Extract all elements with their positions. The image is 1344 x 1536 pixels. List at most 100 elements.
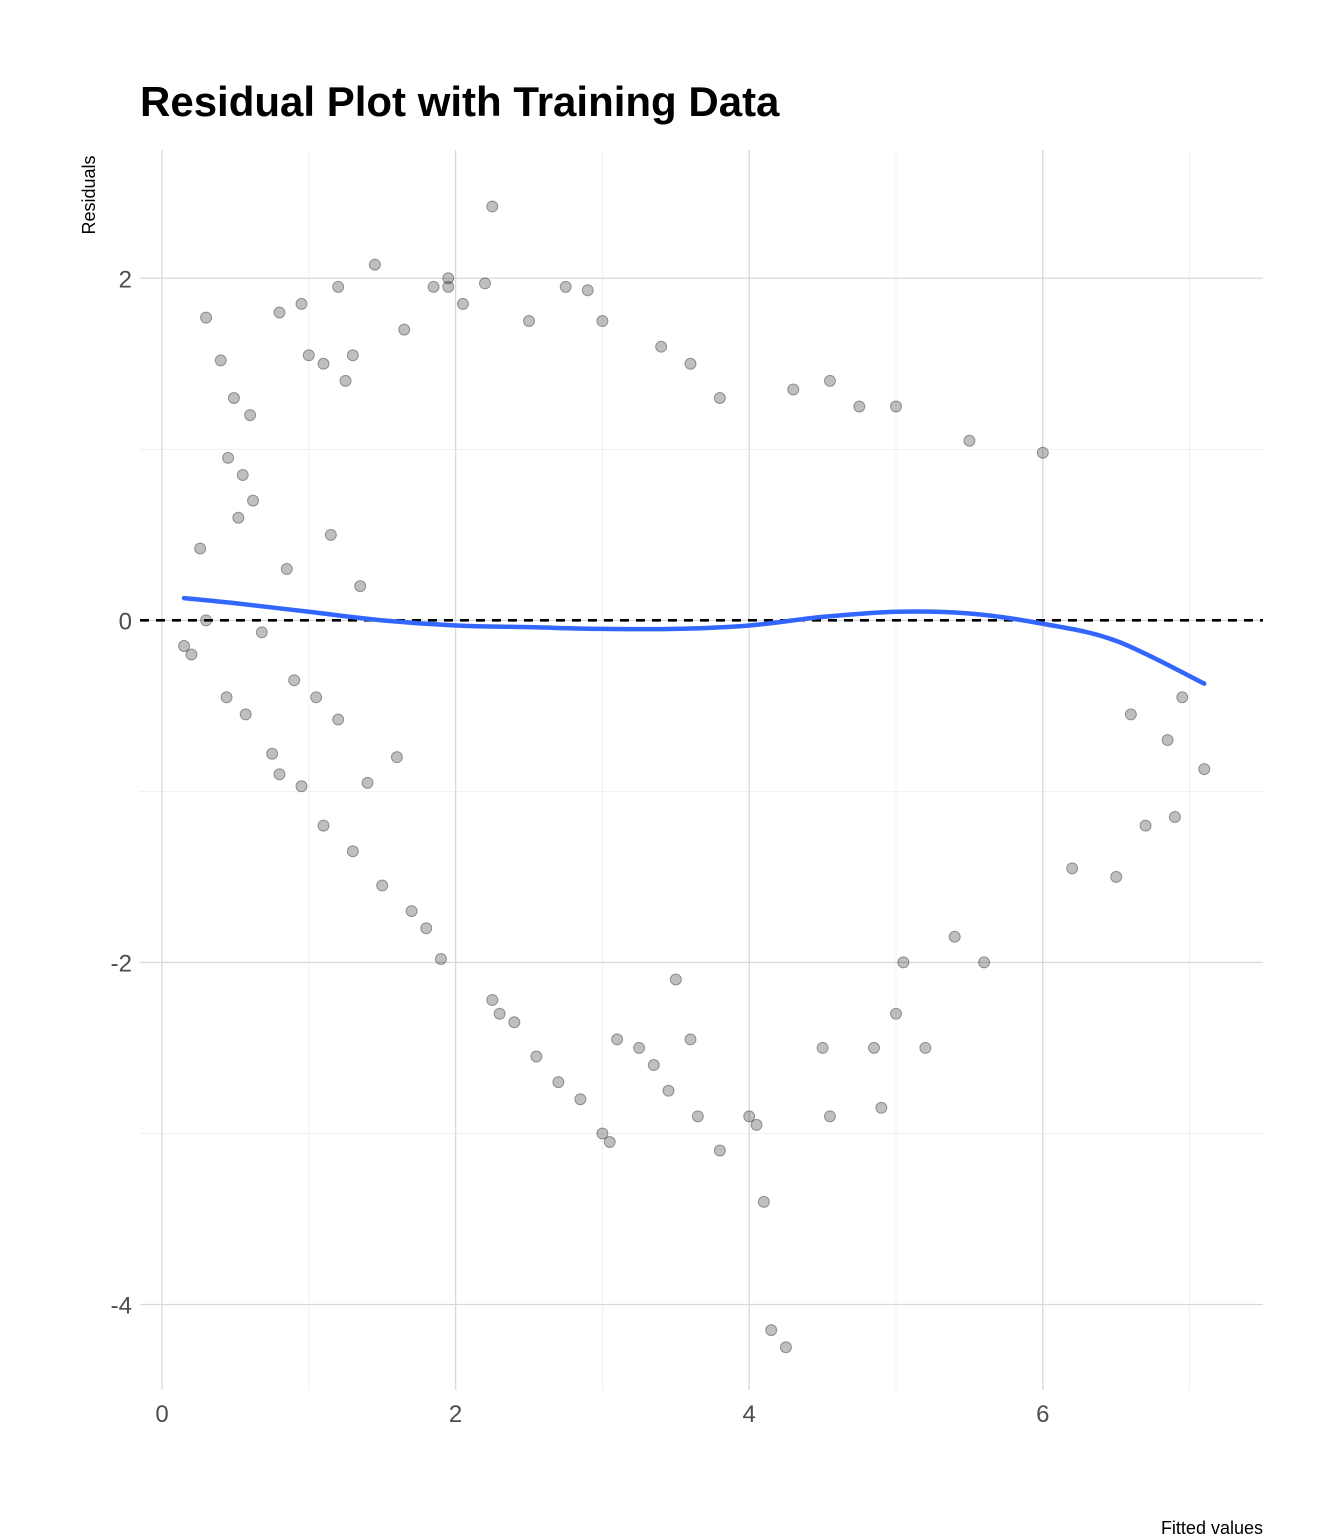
data-point <box>232 511 245 524</box>
data-point <box>765 1324 778 1337</box>
data-point <box>757 1195 770 1208</box>
data-point <box>633 1041 646 1054</box>
data-point <box>948 930 961 943</box>
data-point <box>361 776 374 789</box>
data-point <box>713 1144 726 1157</box>
data-point <box>244 409 257 422</box>
data-point <box>493 1007 506 1020</box>
data-point <box>266 747 279 760</box>
data-point <box>581 284 594 297</box>
data-point <box>486 994 499 1007</box>
x-tick-label: 0 <box>155 1401 168 1428</box>
data-point <box>897 956 910 969</box>
data-point <box>486 200 499 213</box>
data-point <box>442 280 455 293</box>
data-point <box>684 1033 697 1046</box>
data-point <box>376 879 389 892</box>
data-point <box>963 434 976 447</box>
data-point <box>332 713 345 726</box>
data-point <box>310 691 323 704</box>
data-point <box>611 1033 624 1046</box>
y-tick-label: 2 <box>119 266 132 293</box>
data-point <box>750 1118 763 1131</box>
data-point <box>1198 763 1211 776</box>
data-point <box>222 451 235 464</box>
data-point <box>1110 870 1123 883</box>
data-point <box>194 542 207 555</box>
data-point <box>214 354 227 367</box>
data-point <box>288 674 301 687</box>
data-point <box>691 1110 704 1123</box>
data-point <box>787 383 800 396</box>
tick-labels: 0 2 4 6 -4 -2 0 2 <box>111 266 1050 1428</box>
data-point <box>779 1341 792 1354</box>
data-point <box>427 280 440 293</box>
data-point <box>559 280 572 293</box>
data-point <box>420 922 433 935</box>
x-axis-title: Fitted values <box>1161 1518 1263 1536</box>
scatter-points <box>178 200 1211 1354</box>
x-tick-label: 4 <box>743 1401 756 1428</box>
data-point <box>1124 708 1137 721</box>
data-point <box>346 349 359 362</box>
data-point <box>596 1127 609 1140</box>
data-point <box>239 708 252 721</box>
data-point <box>273 768 286 781</box>
data-point <box>368 258 381 271</box>
data-point <box>823 1110 836 1123</box>
data-point <box>1139 819 1152 832</box>
data-point <box>875 1101 888 1114</box>
data-point <box>390 751 403 764</box>
data-point <box>1036 446 1049 459</box>
data-point <box>456 297 469 310</box>
data-point <box>978 956 991 969</box>
data-point <box>332 280 345 293</box>
data-point <box>823 374 836 387</box>
data-point <box>530 1050 543 1063</box>
data-point <box>596 315 609 328</box>
y-axis-title: Residuals <box>79 155 99 234</box>
data-point <box>919 1041 932 1054</box>
data-point <box>317 357 330 370</box>
data-point <box>178 640 191 652</box>
data-point <box>890 400 903 413</box>
data-point <box>552 1076 565 1089</box>
smooth-fit-line <box>181 595 1207 686</box>
data-point <box>523 315 536 328</box>
data-point <box>574 1093 587 1106</box>
data-point <box>354 580 367 593</box>
data-point <box>317 819 330 832</box>
data-point <box>890 1007 903 1020</box>
data-point <box>816 1041 829 1054</box>
data-point <box>200 311 213 324</box>
data-point <box>867 1041 880 1054</box>
data-point <box>713 392 726 404</box>
data-point <box>442 272 455 285</box>
data-point <box>185 648 198 661</box>
data-point <box>1161 734 1174 747</box>
data-point <box>247 494 260 507</box>
x-tick-label: 2 <box>449 1401 462 1428</box>
data-point <box>295 780 308 793</box>
data-point <box>405 905 418 918</box>
data-point <box>662 1084 675 1097</box>
data-point <box>647 1059 660 1072</box>
data-point <box>478 277 491 290</box>
data-point <box>295 297 308 310</box>
data-point <box>434 952 447 965</box>
grid <box>140 150 1263 1390</box>
data-point <box>346 845 359 858</box>
data-point <box>236 468 249 481</box>
data-point <box>603 1136 616 1148</box>
data-point <box>1176 691 1189 704</box>
data-point <box>684 357 697 370</box>
data-point <box>302 349 315 362</box>
data-point <box>743 1110 756 1123</box>
data-point <box>255 626 268 639</box>
data-point <box>853 400 866 413</box>
y-tick-label: -2 <box>111 950 132 977</box>
chart-title: Residual Plot with Training Data <box>140 78 780 125</box>
data-point <box>398 323 411 336</box>
data-point <box>669 973 682 986</box>
